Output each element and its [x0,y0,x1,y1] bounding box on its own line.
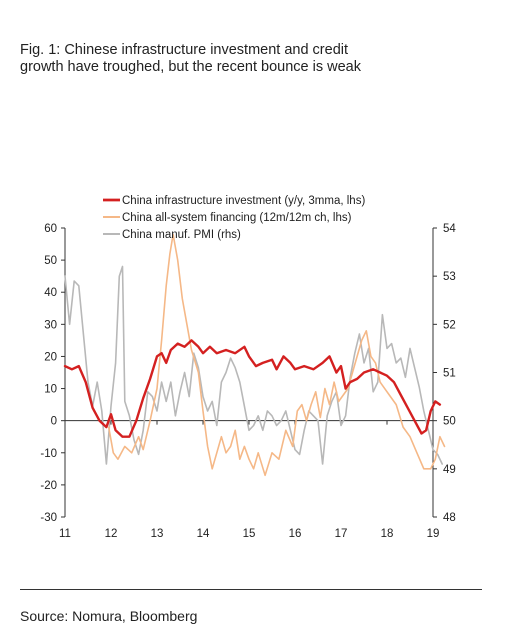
right-y-tick-label: 53 [443,271,456,283]
right-y-tick-label: 48 [443,512,456,524]
x-tick-label: 15 [243,528,256,540]
left-y-tick-label: 30 [44,319,57,331]
line-chart: -30 -20 -10 0 10 20 30 40 50 60 48 49 50 51 52 53 54 11 12… [40,195,456,540]
x-tick-label: 18 [381,528,394,540]
legend-label-2: China all-system financing (12m/12m ch, … [122,212,352,224]
chart-legend: China infrastructure investment (y/y, 3m… [103,195,365,241]
left-y-tick-label: 10 [44,384,57,396]
chart-title-line-1: Fig. 1: Chinese infrastructure investmen… [20,42,349,58]
chart-title-line-2: growth have troughed, but the recent bou… [20,59,361,75]
x-tick-label: 17 [335,528,348,540]
left-y-tick-label: 0 [51,416,57,428]
series-line-2 [107,233,446,477]
right-y-tick-label: 54 [443,223,456,235]
left-y-tick-label: -20 [40,480,57,492]
right-y-tick-label: 52 [443,319,456,331]
left-y-tick-label: 50 [44,255,57,267]
x-tick-label: 13 [151,528,164,540]
series-line-1 [63,339,442,438]
left-y-tick-label: 40 [44,287,57,299]
x-tick-label: 11 [59,528,71,540]
x-tick-label: 19 [427,528,440,540]
legend-label-3: China manuf. PMI (rhs) [122,229,241,241]
legend-label-1: China infrastructure investment (y/y, 3m… [122,195,365,207]
right-y-tick-label: 50 [443,416,456,428]
chart-series-lines [63,233,446,477]
x-tick-label: 16 [289,528,302,540]
right-y-tick-label: 49 [443,464,456,476]
left-y-tick-label: 60 [44,223,57,235]
left-y-tick-label: -30 [40,512,57,524]
right-y-tick-label: 51 [443,368,456,380]
x-tick-label: 14 [197,528,210,540]
chart-title: Fig. 1: Chinese infrastructure investmen… [20,42,490,76]
chart-axes: -30 -20 -10 0 10 20 30 40 50 60 48 49 50 51 52 53 54 11 12… [40,223,456,540]
divider-line [20,589,482,590]
x-tick-label: 12 [105,528,118,540]
left-y-tick-label: 20 [44,351,57,363]
left-y-tick-label: -10 [40,448,57,460]
source-note: Source: Nomura, Bloomberg [20,608,198,624]
